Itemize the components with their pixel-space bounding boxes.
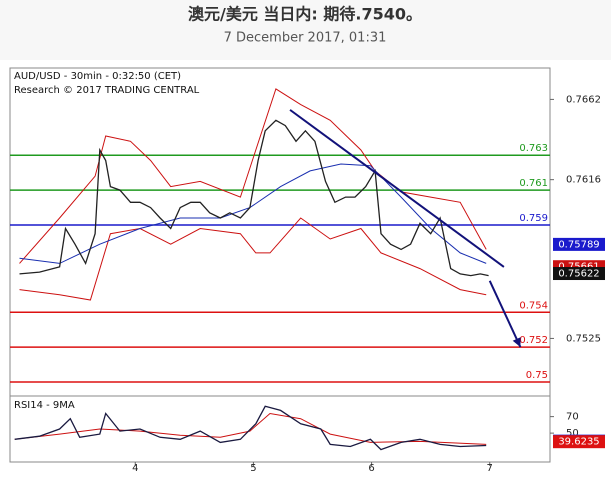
panel-frame xyxy=(9,67,551,463)
title: 澳元/美元 当日内: 期待.7540。 xyxy=(188,5,422,24)
trend-line xyxy=(289,109,505,268)
level-label: 0.761 xyxy=(519,178,548,189)
y-tick-label: 0.7525 xyxy=(566,333,601,344)
price-tag xyxy=(553,435,605,449)
subtitle: 7 December 2017, 01:31 xyxy=(224,31,387,46)
series-line xyxy=(19,163,487,264)
y-tick-label: 70 xyxy=(566,412,579,423)
level-label: 0.759 xyxy=(519,213,548,224)
series-line xyxy=(14,405,487,451)
series-line xyxy=(19,88,487,264)
forecast-arrow xyxy=(488,280,522,348)
price-tag-label: 0.75622 xyxy=(558,269,599,280)
x-tick-label: 7 xyxy=(487,463,493,474)
header-band xyxy=(0,0,611,60)
level-label: 0.75 xyxy=(526,370,548,381)
x-tick-label: 6 xyxy=(368,463,374,474)
y-tick-label: 50 xyxy=(566,428,579,439)
series-line xyxy=(19,119,489,277)
level-label: 0.763 xyxy=(519,143,548,154)
arrow-head xyxy=(512,337,521,348)
x-tick-label: 4 xyxy=(132,463,138,474)
x-tick-label: 5 xyxy=(250,463,256,474)
price-tag-label: 0.75789 xyxy=(558,239,599,250)
y-tick-label: 0.7662 xyxy=(566,94,601,105)
series-line xyxy=(14,412,487,445)
price-tag xyxy=(553,267,605,281)
level-label: 0.754 xyxy=(519,300,548,311)
source-label: Research © 2017 TRADING CENTRAL xyxy=(14,85,200,96)
y-tick-label: 0.7616 xyxy=(566,175,601,186)
rsi-label: RSI14 - 9MA xyxy=(14,400,75,411)
instrument-label: AUD/USD - 30min - 0:32:50 (CET) xyxy=(14,71,181,82)
level-label: 0.752 xyxy=(519,335,548,346)
series-line xyxy=(19,217,487,301)
price-tag-label: 39.6235 xyxy=(558,437,599,448)
price-tag xyxy=(553,237,605,251)
